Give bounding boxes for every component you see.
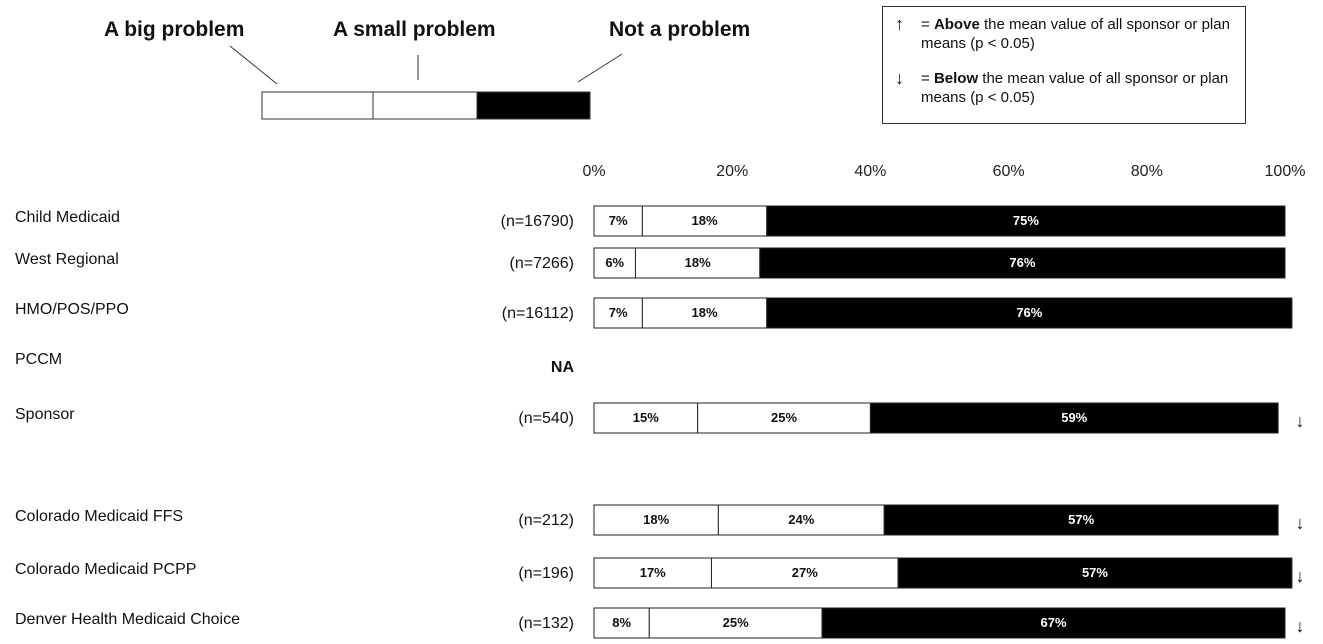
significance-key: ↑ = Above the mean value of all sponsor …	[882, 6, 1246, 124]
key-above-prefix: =	[921, 16, 934, 33]
bar-value-label: 76%	[1016, 305, 1042, 320]
legend-title-big: A big problem	[104, 18, 245, 41]
bar-segment-small	[641, 205, 768, 237]
key-above-row: ↑ = Above the mean value of all sponsor …	[895, 14, 1230, 53]
bar-segment-big	[593, 557, 712, 589]
bar-value-label: 7%	[609, 213, 628, 228]
bar-value-label: 57%	[1068, 512, 1094, 527]
row-label: Denver Health Medicaid Choice	[15, 611, 240, 628]
bar-segment-big	[593, 247, 636, 279]
bar-value-label: 8%	[612, 615, 631, 630]
legend-swatch-not	[476, 91, 591, 120]
bar-value-label: 15%	[633, 410, 659, 425]
bar-value-label: 6%	[605, 255, 624, 270]
x-tick-label: 100%	[1265, 163, 1306, 180]
row-n-label: (n=16112)	[502, 305, 574, 322]
bar-segment-not	[766, 297, 1293, 329]
down-arrow-icon: ↓	[895, 68, 904, 88]
bar-value-label: 18%	[692, 305, 718, 320]
bar-segment-not	[759, 247, 1286, 279]
bar-value-label: 59%	[1061, 410, 1087, 425]
row-n-label: (n=540)	[518, 410, 574, 427]
bar-segment-big	[593, 205, 643, 237]
legend-leader-not	[577, 53, 623, 83]
significance-arrow-icon: ↓	[1296, 616, 1305, 636]
bar-segment-small	[697, 402, 871, 434]
bar-segment-not	[821, 607, 1286, 639]
bar-segment-big	[593, 297, 643, 329]
bar-value-label: 57%	[1082, 565, 1108, 580]
bar-segment-small	[710, 557, 899, 589]
row-label: Colorado Medicaid FFS	[15, 508, 183, 525]
row-n-label: NA	[551, 359, 575, 376]
legend-swatch-big	[261, 91, 374, 120]
bar-segment-small	[717, 504, 885, 536]
bar-value-label: 17%	[640, 565, 666, 580]
bar-value-label: 25%	[723, 615, 749, 630]
key-above-rest: the mean value of all sponsor or plan me…	[921, 16, 1230, 52]
bar-segment-not	[897, 557, 1293, 589]
key-below-prefix: =	[921, 70, 934, 87]
row-label: Child Medicaid	[15, 209, 120, 226]
legend-leader-big	[229, 45, 278, 85]
row-n-label: (n=196)	[518, 565, 574, 582]
bar-segment-big	[593, 504, 719, 536]
bar-value-label: 18%	[685, 255, 711, 270]
key-below-text: = Below the mean value of all sponsor or…	[921, 69, 1241, 107]
row-n-label: (n=212)	[518, 512, 574, 529]
bar-value-label: 27%	[792, 565, 818, 580]
row-label: PCCM	[15, 351, 62, 368]
bar-segment-small	[641, 297, 768, 329]
row-label: West Regional	[15, 251, 119, 268]
bar-value-label: 18%	[692, 213, 718, 228]
bar-segment-small	[634, 247, 761, 279]
bar-segment-not	[869, 402, 1279, 434]
bar-value-label: 25%	[771, 410, 797, 425]
x-tick-label: 80%	[1131, 163, 1163, 180]
bar-value-label: 7%	[609, 305, 628, 320]
bar-value-label: 18%	[643, 512, 669, 527]
row-label: Colorado Medicaid PCPP	[15, 561, 196, 578]
row-n-label: (n=132)	[518, 615, 574, 632]
bar-segment-big	[593, 607, 650, 639]
bar-value-label: 24%	[788, 512, 814, 527]
row-n-label: (n=7266)	[510, 255, 575, 272]
significance-arrow-icon: ↓	[1296, 566, 1305, 586]
legend-swatch-small	[372, 91, 478, 120]
x-tick-label: 60%	[993, 163, 1025, 180]
x-tick-label: 40%	[854, 163, 886, 180]
bar-segment-not	[883, 504, 1279, 536]
bar-value-label: 75%	[1013, 213, 1039, 228]
up-arrow-icon: ↑	[895, 14, 904, 34]
bar-segment-big	[593, 402, 699, 434]
x-tick-label: 0%	[582, 163, 605, 180]
key-below-bold: Below	[933, 70, 979, 87]
key-above-bold: Above	[933, 16, 980, 33]
key-below-row: ↓ = Below the mean value of all sponsor …	[895, 68, 1228, 107]
significance-arrow-icon: ↓	[1296, 513, 1305, 533]
row-label: HMO/POS/PPO	[15, 301, 129, 318]
x-tick-label: 20%	[716, 163, 748, 180]
legend-title-not: Not a problem	[609, 18, 751, 41]
significance-arrow-icon: ↓	[1296, 411, 1305, 431]
bar-value-label: 67%	[1040, 615, 1066, 630]
bar-segment-not	[766, 205, 1286, 237]
bar-value-label: 76%	[1009, 255, 1035, 270]
key-above-text: = Above the mean value of all sponsor or…	[921, 15, 1241, 53]
row-label: Sponsor	[15, 406, 75, 423]
row-n-label: (n=16790)	[501, 213, 574, 230]
legend-title-small: A small problem	[333, 18, 496, 41]
key-below-rest: the mean value of all sponsor or plan me…	[921, 70, 1229, 106]
